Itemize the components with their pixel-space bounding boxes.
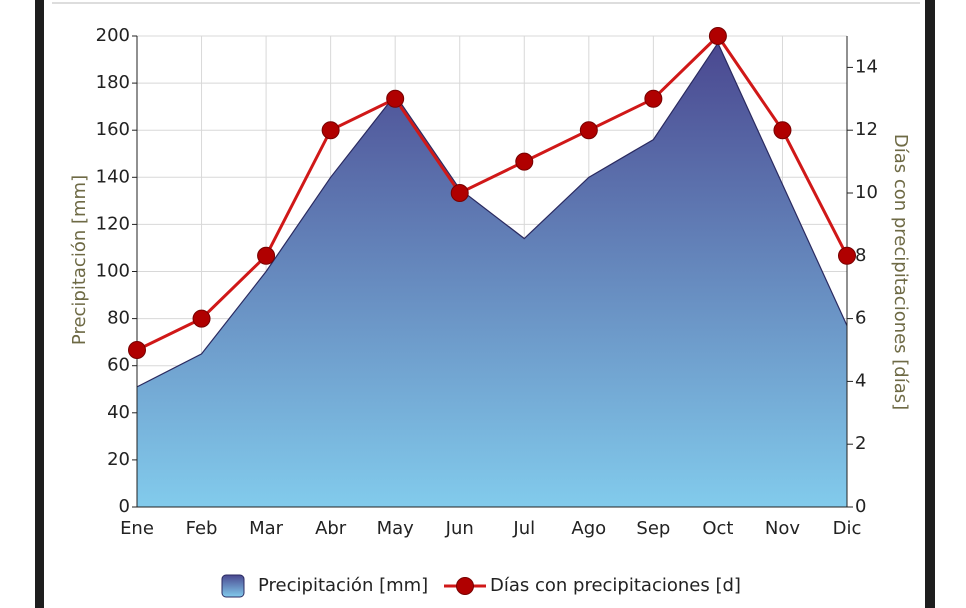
y2-axis-label: Días con precipitaciones [días]	[890, 134, 911, 410]
y2-tick-label: 6	[855, 308, 866, 329]
y-tick-label: 0	[119, 496, 130, 517]
x-tick-label: Jul	[512, 518, 535, 539]
line-marker	[644, 89, 663, 108]
y-tick-label: 120	[96, 213, 130, 234]
line-marker	[257, 246, 276, 265]
line-marker	[838, 246, 856, 265]
y-tick-label: 140	[96, 166, 130, 187]
x-tick-label: Ene	[120, 518, 154, 539]
legend-label: Precipitación [mm]	[258, 575, 428, 596]
line-marker	[386, 89, 405, 108]
right-frame	[925, 0, 935, 608]
y-tick-label: 180	[96, 72, 130, 93]
y-tick-label: 160	[96, 119, 130, 140]
y-tick-label: 40	[107, 402, 130, 423]
x-tick-label: Mar	[249, 518, 284, 539]
line-marker	[708, 27, 727, 45]
legend-marker	[456, 577, 474, 595]
x-tick-label: Dic	[833, 518, 862, 539]
left-frame	[35, 0, 44, 608]
x-tick-label: May	[377, 518, 415, 539]
y2-tick-label: 0	[855, 496, 866, 517]
area-outline	[136, 41, 848, 388]
y2-tick-label: 14	[855, 56, 878, 77]
area-fill	[137, 43, 847, 507]
line-marker	[192, 309, 211, 328]
x-tick-label: Abr	[315, 518, 347, 539]
line-marker	[321, 121, 340, 140]
y2-tick-label: 2	[855, 433, 866, 454]
x-tick-label: Feb	[186, 518, 218, 539]
line-marker	[128, 341, 146, 359]
line-marker	[450, 184, 469, 202]
x-tick-label: Ago	[571, 518, 606, 539]
line-marker	[773, 121, 792, 140]
y2-tick-label: 10	[855, 182, 878, 203]
y-tick-label: 60	[107, 355, 130, 376]
legend-swatch	[221, 574, 245, 598]
x-tick-label: Jun	[445, 518, 474, 539]
y2-tick-label: 12	[855, 119, 878, 140]
legend-label: Días con precipitaciones [d]	[490, 575, 741, 596]
line	[136, 33, 849, 352]
y2-tick-label: 8	[855, 245, 866, 266]
y-tick-label: 200	[96, 25, 130, 46]
line-marker	[515, 152, 534, 171]
x-tick-label: Nov	[765, 518, 800, 539]
x-tick-label: Oct	[702, 518, 733, 539]
y-tick-label: 20	[107, 449, 130, 470]
y2-tick-label: 4	[855, 370, 866, 391]
x-tick-label: Sep	[636, 518, 670, 539]
y-tick-label: 100	[96, 261, 130, 282]
y-axis-label: Precipitación [mm]	[69, 175, 90, 345]
y-tick-label: 80	[107, 308, 130, 329]
line-marker	[579, 121, 598, 140]
